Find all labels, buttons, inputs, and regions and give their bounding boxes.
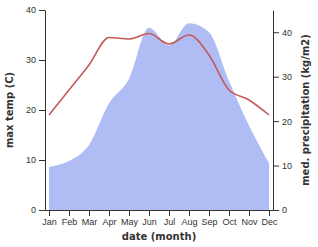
y-axis: 0 10 20 30 40 [26,5,46,215]
y2-tick-label: 0 [282,205,287,215]
y-tick: 40 [26,5,45,15]
x-tick: Jul [164,210,176,227]
x-tick-label: Jan [42,217,57,227]
x-tick: Mar [82,210,98,227]
y-tick-label: 0 [31,205,36,215]
x-tick-label: Nov [241,217,258,227]
chart: Jan Feb Mar Apr MayJun Jul Aug Sep Oct NovDec 0 10 2… [0,0,318,247]
x-tick: Jan [42,210,57,227]
y-tick: 20 [26,105,45,115]
x-tick-label: Jul [164,217,176,227]
x-tick-label: Apr [102,217,116,227]
x-tick-mark [49,210,50,216]
y2-tick-label: 10 [282,161,292,171]
y-tick-mark [39,160,45,161]
x-tick: Sep [201,210,217,227]
y2-tick-mark [273,32,279,33]
x-tick-mark [109,210,110,216]
y2-axis: 0 10 20 30 40 [273,11,292,216]
x-tick-mark [89,210,90,216]
axis-line [273,11,274,211]
y-tick-label: 40 [26,5,36,15]
y2-tick: 40 [273,28,292,38]
y-tick-label: 20 [26,105,36,115]
y-axis-title: max temp (C) [4,72,15,148]
y2-tick-mark [273,210,279,211]
x-tick-label: Aug [181,217,197,227]
temperature-line [49,34,269,116]
x-tick: Oct [222,210,237,227]
y-tick-mark [39,110,45,111]
y-tick-mark [39,10,45,11]
x-tick-label: May [121,217,139,227]
x-tick-label: Jun [142,217,157,227]
y2-tick-label: 20 [282,116,292,126]
y2-tick: 0 [273,205,287,215]
x-tick: Nov [241,210,258,227]
y-tick-label: 10 [26,155,36,165]
x-tick-mark [249,210,250,216]
y2-tick: 30 [273,72,292,82]
axis-line [46,210,274,211]
y2-tick-mark [273,121,279,122]
y-tick-label: 30 [26,55,36,65]
y2-tick-mark [273,166,279,167]
y2-tick: 10 [273,161,292,171]
x-tick-label: Oct [222,217,237,227]
x-tick-mark [129,210,130,216]
y-tick: 10 [26,155,45,165]
x-tick: May [121,210,139,227]
precipitation-area [49,23,269,210]
y2-tick-label: 30 [282,72,292,82]
y2-tick: 20 [273,116,292,126]
x-axis-title: date (month) [122,231,196,242]
x-tick-mark [69,210,70,216]
x-tick: Feb [62,210,78,227]
y2-tick-label: 40 [282,28,292,38]
x-tick-label: Dec [261,217,278,227]
x-tick: Aug [181,210,197,227]
axis-line [45,11,46,211]
x-tick-label: Mar [82,217,98,227]
x-tick-mark [149,210,150,216]
y-tick: 30 [26,55,45,65]
y2-axis-title: med. precipitation (kg/m2) [300,34,311,186]
y2-tick-mark [273,77,279,78]
x-tick-mark [189,210,190,216]
x-tick: Apr [102,210,116,227]
x-tick-mark [169,210,170,216]
x-axis: Jan Feb Mar Apr MayJun Jul Aug Sep Oct NovDec [42,210,278,227]
x-tick-label: Feb [62,217,78,227]
x-tick-label: Sep [201,217,217,227]
plot-area [49,23,269,210]
x-tick: Dec [261,210,278,227]
y-tick-mark [39,210,45,211]
x-tick-mark [229,210,230,216]
x-tick-mark [209,210,210,216]
x-tick-mark [269,210,270,216]
y-tick-mark [39,60,45,61]
x-tick: Jun [142,210,157,227]
y-tick: 0 [31,205,45,215]
